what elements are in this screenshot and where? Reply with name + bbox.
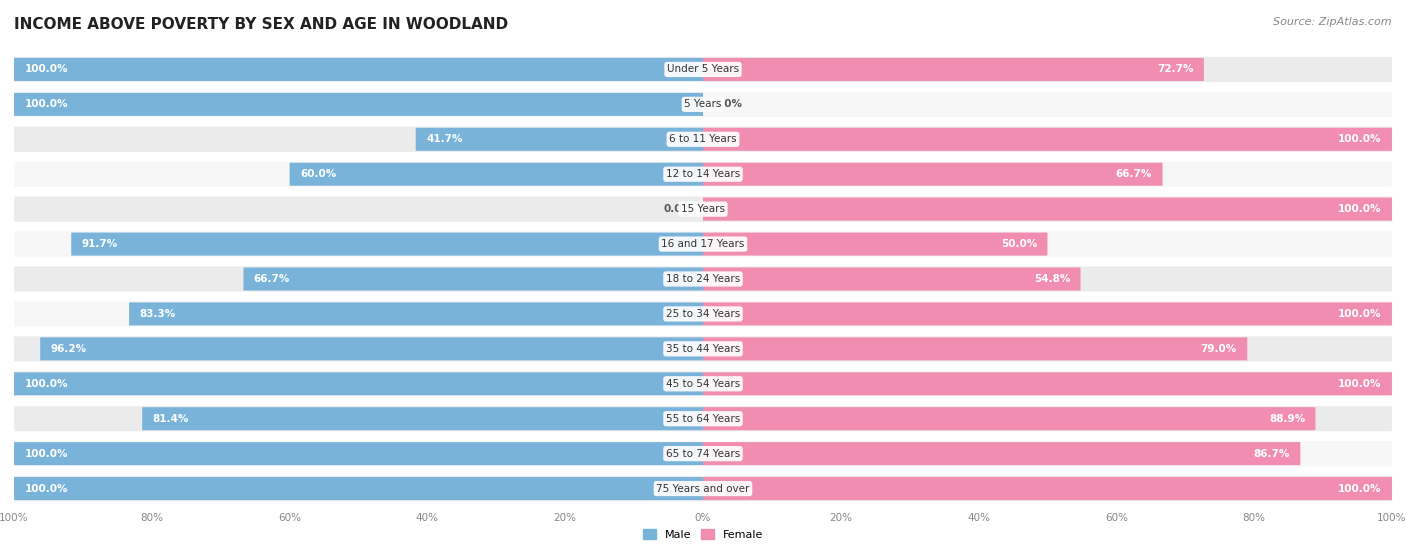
Text: 91.7%: 91.7% — [82, 239, 118, 249]
Text: 100.0%: 100.0% — [24, 64, 67, 74]
Text: 100.0%: 100.0% — [24, 99, 67, 109]
Text: 100.0%: 100.0% — [24, 379, 67, 389]
FancyBboxPatch shape — [14, 162, 1392, 187]
Text: 81.4%: 81.4% — [152, 413, 188, 424]
Text: 86.7%: 86.7% — [1254, 449, 1289, 459]
Text: Under 5 Years: Under 5 Years — [666, 64, 740, 74]
FancyBboxPatch shape — [703, 163, 1163, 186]
Text: 83.3%: 83.3% — [139, 309, 176, 319]
FancyBboxPatch shape — [14, 301, 1392, 326]
FancyBboxPatch shape — [14, 336, 1392, 362]
FancyBboxPatch shape — [703, 198, 1392, 220]
FancyBboxPatch shape — [290, 163, 703, 186]
Legend: Male, Female: Male, Female — [640, 526, 766, 543]
Text: 100.0%: 100.0% — [1339, 134, 1382, 145]
FancyBboxPatch shape — [703, 233, 1047, 256]
FancyBboxPatch shape — [416, 128, 703, 151]
FancyBboxPatch shape — [14, 57, 1392, 82]
FancyBboxPatch shape — [703, 442, 1301, 465]
FancyBboxPatch shape — [14, 92, 1392, 117]
Text: 66.7%: 66.7% — [254, 274, 290, 284]
FancyBboxPatch shape — [703, 407, 1316, 430]
Text: 79.0%: 79.0% — [1201, 344, 1237, 354]
Text: 66.7%: 66.7% — [1116, 169, 1152, 179]
FancyBboxPatch shape — [14, 406, 1392, 431]
FancyBboxPatch shape — [14, 232, 1392, 257]
Text: 96.2%: 96.2% — [51, 344, 87, 354]
Text: 88.9%: 88.9% — [1270, 413, 1305, 424]
Text: 54.8%: 54.8% — [1033, 274, 1070, 284]
Text: 50.0%: 50.0% — [1001, 239, 1038, 249]
Text: 35 to 44 Years: 35 to 44 Years — [666, 344, 740, 354]
Text: 0.0%: 0.0% — [713, 99, 742, 109]
Text: 100.0%: 100.0% — [1339, 484, 1382, 494]
Text: 60.0%: 60.0% — [299, 169, 336, 179]
FancyBboxPatch shape — [142, 407, 703, 430]
Text: 75 Years and over: 75 Years and over — [657, 484, 749, 494]
FancyBboxPatch shape — [703, 128, 1392, 151]
FancyBboxPatch shape — [14, 266, 1392, 292]
Text: 16 and 17 Years: 16 and 17 Years — [661, 239, 745, 249]
Text: 45 to 54 Years: 45 to 54 Years — [666, 379, 740, 389]
Text: 18 to 24 Years: 18 to 24 Years — [666, 274, 740, 284]
FancyBboxPatch shape — [14, 58, 703, 81]
Text: 100.0%: 100.0% — [1339, 204, 1382, 214]
Text: 65 to 74 Years: 65 to 74 Years — [666, 449, 740, 459]
Text: 100.0%: 100.0% — [24, 484, 67, 494]
Text: 41.7%: 41.7% — [426, 134, 463, 145]
FancyBboxPatch shape — [703, 338, 1247, 360]
Text: 100.0%: 100.0% — [1339, 379, 1382, 389]
FancyBboxPatch shape — [41, 338, 703, 360]
Text: 55 to 64 Years: 55 to 64 Years — [666, 413, 740, 424]
Text: INCOME ABOVE POVERTY BY SEX AND AGE IN WOODLAND: INCOME ABOVE POVERTY BY SEX AND AGE IN W… — [14, 17, 508, 32]
FancyBboxPatch shape — [14, 477, 703, 500]
FancyBboxPatch shape — [72, 233, 703, 256]
FancyBboxPatch shape — [14, 127, 1392, 152]
Text: 5 Years: 5 Years — [685, 99, 721, 109]
FancyBboxPatch shape — [14, 442, 703, 465]
Text: 100.0%: 100.0% — [1339, 309, 1382, 319]
Text: 0.0%: 0.0% — [664, 204, 693, 214]
Text: 15 Years: 15 Years — [681, 204, 725, 214]
FancyBboxPatch shape — [14, 196, 1392, 222]
Text: Source: ZipAtlas.com: Source: ZipAtlas.com — [1274, 17, 1392, 27]
FancyBboxPatch shape — [243, 267, 703, 291]
Text: 72.7%: 72.7% — [1157, 64, 1194, 74]
FancyBboxPatch shape — [703, 302, 1392, 325]
FancyBboxPatch shape — [703, 267, 1081, 291]
FancyBboxPatch shape — [703, 477, 1392, 500]
Text: 12 to 14 Years: 12 to 14 Years — [666, 169, 740, 179]
FancyBboxPatch shape — [14, 372, 703, 395]
Text: 25 to 34 Years: 25 to 34 Years — [666, 309, 740, 319]
FancyBboxPatch shape — [14, 93, 703, 116]
FancyBboxPatch shape — [14, 371, 1392, 396]
Text: 6 to 11 Years: 6 to 11 Years — [669, 134, 737, 145]
FancyBboxPatch shape — [14, 441, 1392, 466]
Text: 100.0%: 100.0% — [24, 449, 67, 459]
FancyBboxPatch shape — [703, 372, 1392, 395]
FancyBboxPatch shape — [129, 302, 703, 325]
FancyBboxPatch shape — [703, 58, 1204, 81]
FancyBboxPatch shape — [14, 476, 1392, 501]
